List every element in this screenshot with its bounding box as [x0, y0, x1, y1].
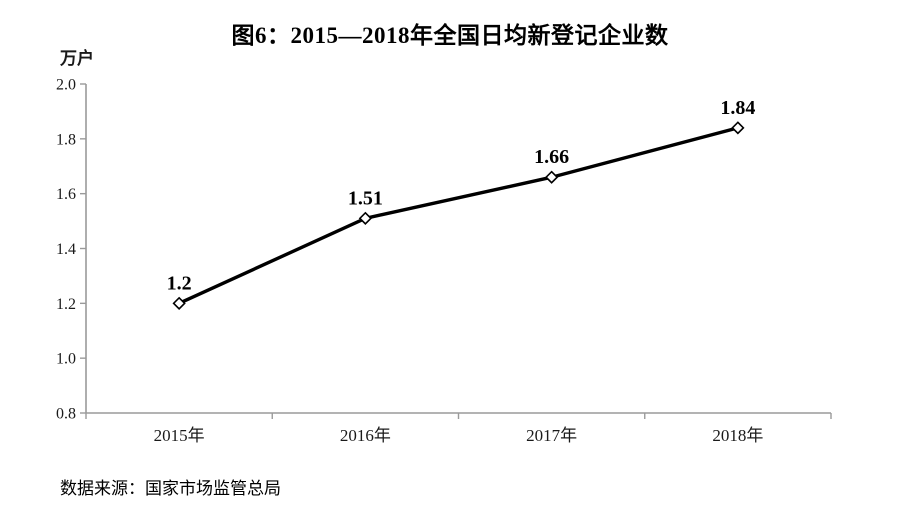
y-axis-tick-label: 0.8: [56, 406, 76, 423]
x-axis-category-label: 2016年: [340, 426, 391, 445]
x-axis-category-label: 2015年: [154, 426, 205, 445]
x-axis-category-label: 2018年: [712, 426, 763, 445]
data-point-marker: [544, 170, 559, 184]
data-point-marker: [731, 121, 745, 135]
chart-title: 图6：2015—2018年全国日均新登记企业数: [231, 23, 669, 48]
data-point-marker: [172, 296, 186, 310]
y-axis-tick-label: 1.8: [56, 131, 76, 148]
y-axis-tick-label: 2.0: [56, 77, 76, 94]
data-point-label: 1.66: [534, 146, 569, 168]
y-axis-tick-label: 1.6: [56, 186, 76, 203]
x-axis-category-label: 2017年: [526, 426, 577, 445]
y-axis-tick-label: 1.4: [56, 241, 76, 258]
data-point-label: 1.51: [348, 187, 383, 209]
data-point-label: 1.84: [720, 97, 755, 119]
data-point-marker: [358, 211, 373, 225]
y-axis-tick-label: 1.2: [56, 296, 76, 313]
data-point-label: 1.2: [167, 272, 192, 294]
data-source-note: 数据来源：国家市场监管总局: [60, 479, 281, 498]
y-axis-tick-label: 1.0: [56, 351, 76, 368]
y-axis-unit-label: 万户: [60, 49, 94, 68]
series-line: [178, 126, 739, 305]
